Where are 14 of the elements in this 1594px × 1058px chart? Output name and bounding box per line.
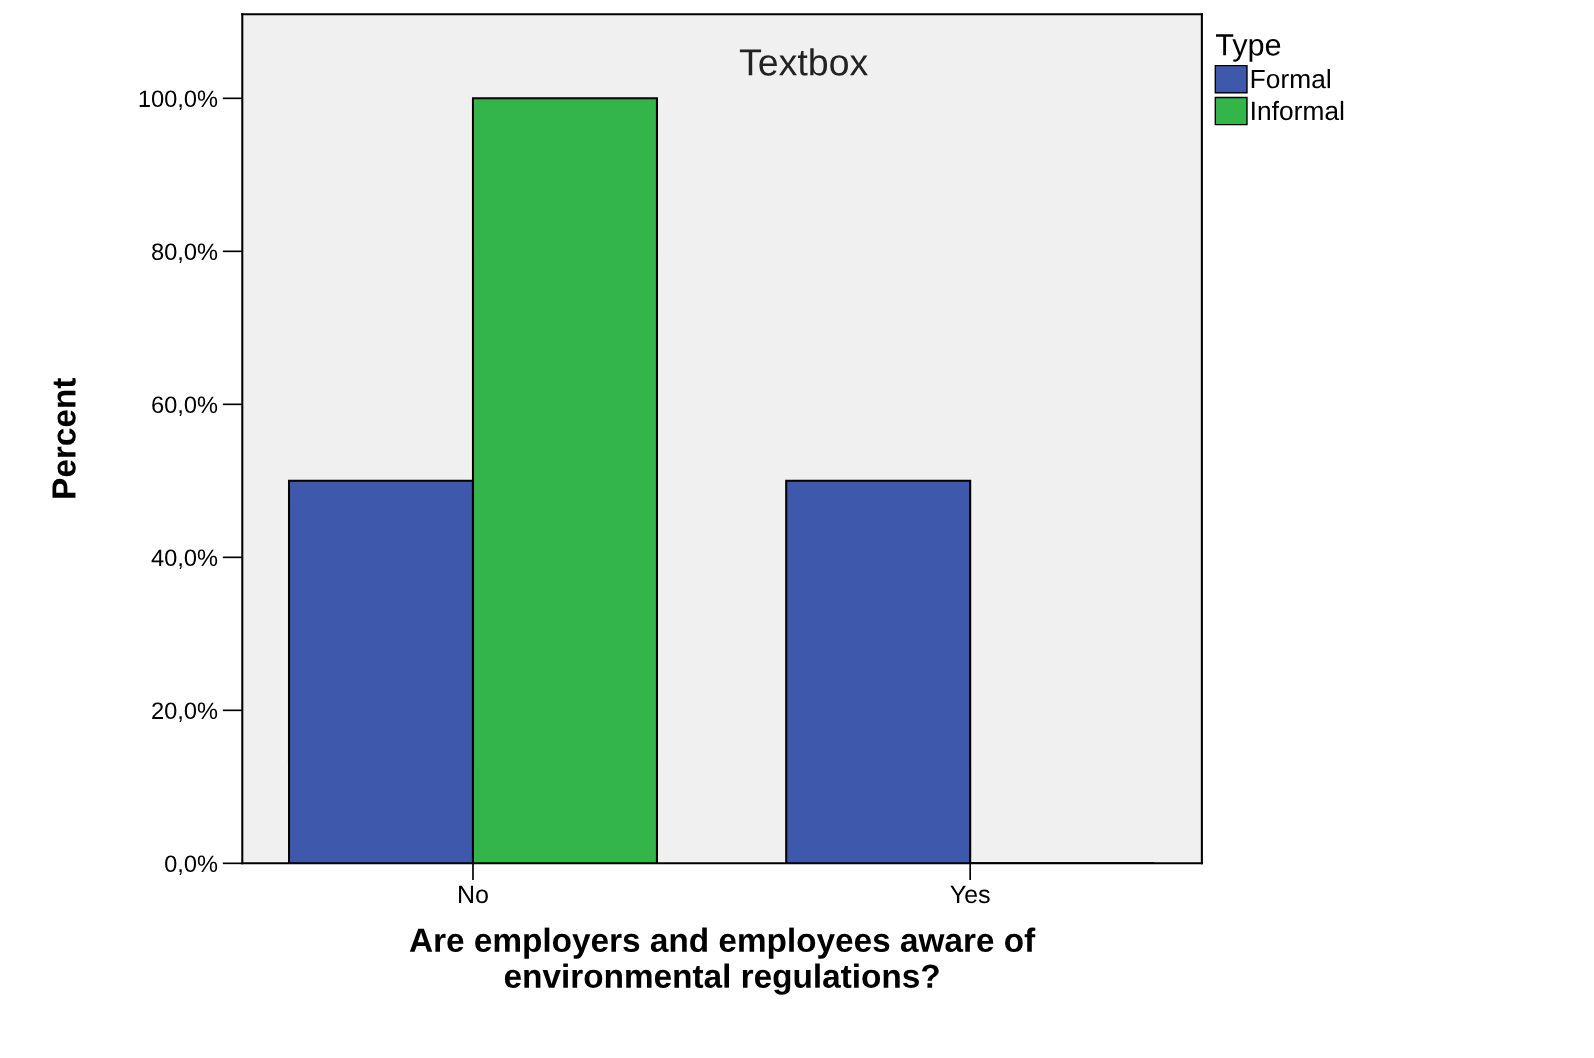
- x-tick-label: Yes: [950, 885, 990, 904]
- legend-label: Informal: [1252, 100, 1344, 121]
- y-tick-label: 20,0%: [152, 702, 218, 722]
- x-tick-label: No: [459, 885, 488, 904]
- legend-title: Type: [1216, 34, 1281, 62]
- legend-label: Formal: [1251, 68, 1330, 89]
- x-axis-title: Are employers and employees aware of environmental regulations?: [409, 927, 1036, 995]
- y-tick-label: 80,0%: [152, 243, 218, 263]
- y-tick-label: 60,0%: [152, 396, 218, 416]
- y-axis-title: Percent: [52, 378, 76, 498]
- y-tick-label: 40,0%: [151, 549, 218, 569]
- y-tick-label: 0,0%: [165, 855, 218, 875]
- annotation: Textbox: [739, 48, 868, 76]
- y-tick-label: 100,0%: [139, 90, 218, 110]
